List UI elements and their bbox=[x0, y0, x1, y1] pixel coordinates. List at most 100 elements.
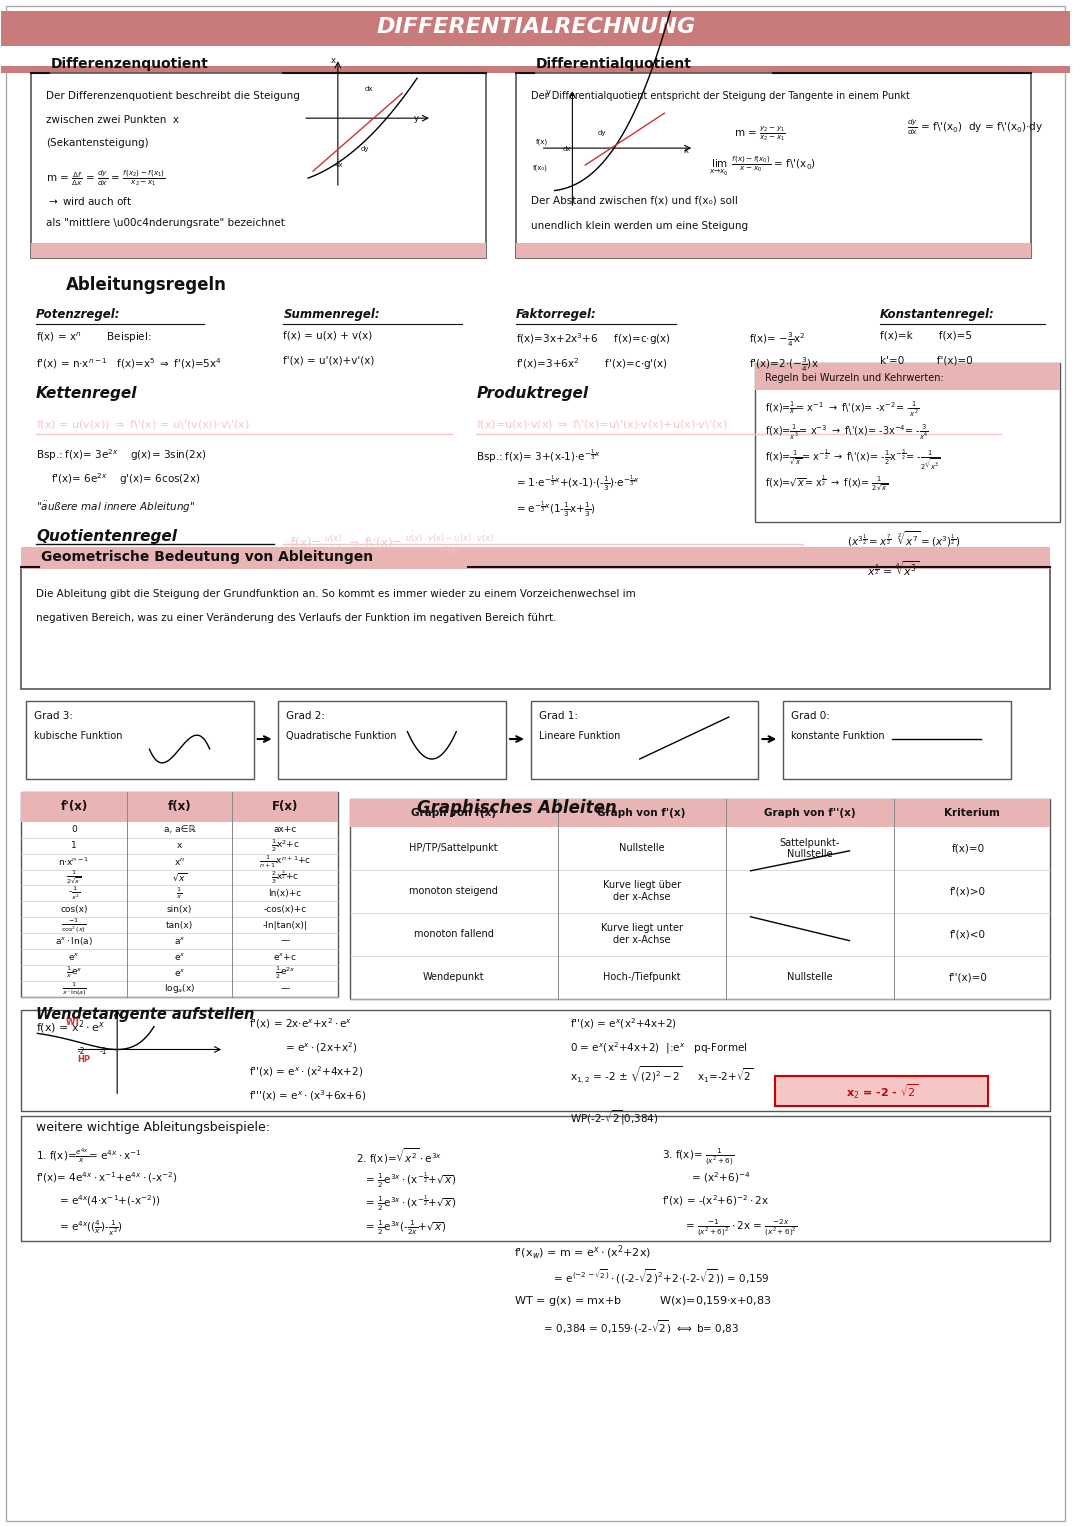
Text: f''(x) = e$^x\cdot$(x$^2$+4x+2): f''(x) = e$^x\cdot$(x$^2$+4x+2) bbox=[248, 1064, 363, 1080]
Text: e$^x$+c: e$^x$+c bbox=[273, 951, 297, 962]
Text: f'(x)= 6e$^{2x}$    g'(x)= 6cos(2x): f'(x)= 6e$^{2x}$ g'(x)= 6cos(2x) bbox=[51, 472, 201, 487]
Text: $(x^{3\frac{1}{2}}=x^{\frac{7}{2}}$  $\sqrt[2]{x^7}=(x^3)^{\frac{1}{2}})$: $(x^{3\frac{1}{2}}=x^{\frac{7}{2}}$ $\sq… bbox=[848, 530, 961, 550]
Text: dy: dy bbox=[361, 147, 369, 153]
Text: -ln|tan(x)|: -ln|tan(x)| bbox=[262, 921, 308, 930]
Text: weitere wichtige Ableitungsbeispiele:: weitere wichtige Ableitungsbeispiele: bbox=[36, 1121, 270, 1135]
Text: $\frac{1}{2}$e$^{2x}$: $\frac{1}{2}$e$^{2x}$ bbox=[274, 965, 295, 980]
FancyBboxPatch shape bbox=[22, 1116, 1051, 1241]
Text: = $\frac{1}{2}$e$^{3x}\cdot$(x$^{-\frac{1}{2}}$+$\sqrt{x}$): = $\frac{1}{2}$e$^{3x}\cdot$(x$^{-\frac{… bbox=[355, 1193, 457, 1212]
Bar bbox=[22, 793, 338, 822]
Text: Sattelpunkt-
Nullstelle: Sattelpunkt- Nullstelle bbox=[780, 837, 840, 860]
Bar bbox=[31, 243, 486, 258]
Text: -$\frac{1}{x^2}$: -$\frac{1}{x^2}$ bbox=[68, 884, 80, 902]
Text: dx: dx bbox=[365, 86, 373, 92]
Text: = $\frac{-1}{(x^2+6)^2}\cdot$2x = $\frac{-2x}{(x^2+6)^2}$: = $\frac{-1}{(x^2+6)^2}\cdot$2x = $\frac… bbox=[662, 1219, 798, 1240]
Text: f''(x)=0: f''(x)=0 bbox=[948, 973, 987, 982]
Text: dy: dy bbox=[598, 130, 607, 136]
Text: Nullstelle: Nullstelle bbox=[787, 973, 833, 982]
Text: $\frac{1}{2\sqrt{x}}$: $\frac{1}{2\sqrt{x}}$ bbox=[66, 869, 82, 886]
FancyBboxPatch shape bbox=[22, 793, 338, 997]
Text: Der Differenzenquotient beschreibt die Steigung: Der Differenzenquotient beschreibt die S… bbox=[46, 92, 300, 101]
Text: -1: -1 bbox=[99, 1048, 107, 1057]
Text: k'=0          f'(x)=0: k'=0 f'(x)=0 bbox=[880, 356, 973, 366]
Text: Wendetangente aufstellen: Wendetangente aufstellen bbox=[36, 1006, 255, 1022]
Text: Bsp.: f(x)= 3e$^{2x}$    g(x)= 3sin(2x): Bsp.: f(x)= 3e$^{2x}$ g(x)= 3sin(2x) bbox=[36, 447, 206, 463]
Text: f(x) = u(x) + v(x): f(x) = u(x) + v(x) bbox=[283, 331, 373, 341]
Text: f'(x)=3+6x$^2$        f'(x)=c$\cdot$g'(x): f'(x)=3+6x$^2$ f'(x)=c$\cdot$g'(x) bbox=[516, 356, 669, 371]
Text: Quadratische Funktion: Quadratische Funktion bbox=[286, 731, 396, 741]
Text: f(x)=$\frac{1}{\sqrt{x}}$= x$^{-\frac{1}{2}}$ $\rightarrow$ f\'(x)= -$\frac{1}{2: f(x)=$\frac{1}{\sqrt{x}}$= x$^{-\frac{1}… bbox=[766, 447, 941, 472]
Text: m = $\frac{y_2-y_1}{x_2-x_1}$: m = $\frac{y_2-y_1}{x_2-x_1}$ bbox=[733, 125, 785, 144]
Text: = e$^{4x}$(($\frac{4}{x}$)-$\frac{1}{x^2}$): = e$^{4x}$(($\frac{4}{x}$)-$\frac{1}{x^2… bbox=[36, 1219, 123, 1238]
Text: f(x): f(x) bbox=[167, 800, 191, 814]
Text: f'(x) = u'(x)+v'(x): f'(x) = u'(x)+v'(x) bbox=[283, 356, 375, 366]
Text: —: — bbox=[281, 983, 289, 993]
Text: Der Differentialquotient entspricht der Steigung der Tangente in einem Punkt: Der Differentialquotient entspricht der … bbox=[530, 92, 909, 101]
Text: f(x)=$\frac{1}{x}$= x$^{-1}$ $\rightarrow$ f\'(x)= -x$^{-2}$= -$\frac{1}{x^2}$: f(x)=$\frac{1}{x}$= x$^{-1}$ $\rightarro… bbox=[766, 400, 920, 418]
Text: Summenregel:: Summenregel: bbox=[283, 308, 380, 321]
Text: f'(x$_w$) = m = e$^x\cdot$(x$^2$+2x): f'(x$_w$) = m = e$^x\cdot$(x$^2$+2x) bbox=[514, 1245, 651, 1263]
Bar bbox=[1, 46, 1070, 66]
Text: f'(x)= 4e$^{4x}\cdot$x$^{-1}$+e$^{4x}\cdot$(-x$^{-2}$): f'(x)= 4e$^{4x}\cdot$x$^{-1}$+e$^{4x}\cd… bbox=[36, 1170, 177, 1185]
Text: $\frac{1}{x}$: $\frac{1}{x}$ bbox=[176, 886, 183, 901]
Bar bbox=[1, 11, 1070, 43]
Text: als "mittlere \u00c4nderungsrate" bezeichnet: als "mittlere \u00c4nderungsrate" bezeic… bbox=[46, 218, 285, 228]
Text: Grad 1:: Grad 1: bbox=[539, 712, 578, 721]
Text: Hoch-/Tiefpunkt: Hoch-/Tiefpunkt bbox=[603, 973, 680, 982]
FancyBboxPatch shape bbox=[516, 73, 1030, 258]
Bar bbox=[755, 363, 1061, 389]
Text: dx: dx bbox=[563, 147, 571, 153]
Text: Grad 2:: Grad 2: bbox=[286, 712, 325, 721]
Text: f(x)=$\frac{1}{x^3}$= x$^{-3}$ $\rightarrow$ f\'(x)= -3x$^{-4}$= -$\frac{3}{x^4}: f(x)=$\frac{1}{x^3}$= x$^{-3}$ $\rightar… bbox=[766, 423, 929, 443]
Text: 1: 1 bbox=[71, 841, 77, 851]
Text: f(x)=3x+2x$^3$+6     f(x)=c$\cdot$g(x): f(x)=3x+2x$^3$+6 f(x)=c$\cdot$g(x) bbox=[516, 331, 671, 347]
Bar bbox=[1, 43, 1070, 73]
Text: f''(x) = e$^x$(x$^2$+4x+2): f''(x) = e$^x$(x$^2$+4x+2) bbox=[570, 1017, 677, 1031]
Text: sin(x): sin(x) bbox=[166, 904, 192, 913]
Text: Wendepunkt: Wendepunkt bbox=[422, 973, 485, 982]
Text: Der Abstand zwischen f(x) und f(x₀) soll: Der Abstand zwischen f(x) und f(x₀) soll bbox=[530, 195, 738, 205]
Text: cos(x): cos(x) bbox=[60, 904, 87, 913]
Text: $\frac{1}{x}$e$^x$: $\frac{1}{x}$e$^x$ bbox=[66, 965, 82, 980]
Text: a$^x\cdot$ln(a): a$^x\cdot$ln(a) bbox=[55, 935, 93, 947]
Text: f(x)=0: f(x)=0 bbox=[951, 843, 985, 854]
Text: 3. f(x)= $\frac{1}{(x^2+6)}$: 3. f(x)= $\frac{1}{(x^2+6)}$ bbox=[662, 1147, 734, 1168]
Text: f(x)=u(x)$\cdot$v(x) $\Rightarrow$ f\'(x)=u\'(x)$\cdot$v(x)+u(x)$\cdot$v\'(x): f(x)=u(x)$\cdot$v(x) $\Rightarrow$ f\'(x… bbox=[476, 417, 728, 431]
Text: Graph von f'(x): Graph von f'(x) bbox=[597, 808, 686, 818]
Text: $\frac{1}{x\cdot\ln(a)}$: $\frac{1}{x\cdot\ln(a)}$ bbox=[62, 980, 86, 997]
Text: —: — bbox=[281, 936, 289, 945]
FancyBboxPatch shape bbox=[31, 73, 486, 258]
Text: 4x: 4x bbox=[335, 162, 343, 168]
Text: Lineare Funktion: Lineare Funktion bbox=[539, 731, 620, 741]
Text: = e$^{-\frac{1}{3}x}$(1-$\frac{1}{3}$x+$\frac{1}{3}$): = e$^{-\frac{1}{3}x}$(1-$\frac{1}{3}$x+$… bbox=[516, 499, 595, 519]
Text: WT: WT bbox=[66, 1017, 81, 1026]
Text: Grad 0:: Grad 0: bbox=[791, 712, 829, 721]
Text: HP/TP/Sattelpunkt: HP/TP/Sattelpunkt bbox=[409, 843, 498, 854]
Text: Die Ableitung gibt die Steigung der Grundfunktion an. So kommt es immer wieder z: Die Ableitung gibt die Steigung der Grun… bbox=[36, 589, 636, 599]
Text: 0 = e$^x$(x$^2$+4x+2)  |:e$^x$   pq-Formel: 0 = e$^x$(x$^2$+4x+2) |:e$^x$ pq-Formel bbox=[570, 1040, 748, 1057]
Text: = $\frac{1}{2}$e$^{3x}$(-$\frac{1}{2x}$+$\sqrt{x}$): = $\frac{1}{2}$e$^{3x}$(-$\frac{1}{2x}$+… bbox=[355, 1219, 446, 1237]
Text: f(x₀): f(x₀) bbox=[532, 163, 548, 171]
Text: Kurve liegt über
der x-Achse: Kurve liegt über der x-Achse bbox=[603, 881, 680, 902]
Text: f'(x) = n$\cdot$x$^{n-1}$   f(x)=x$^5$ $\Rightarrow$ f'(x)=5x$^4$: f'(x) = n$\cdot$x$^{n-1}$ f(x)=x$^5$ $\R… bbox=[36, 356, 222, 371]
Text: x$_2$ = -2 - $\sqrt{2}$: x$_2$ = -2 - $\sqrt{2}$ bbox=[846, 1083, 918, 1101]
Text: f'''(x) = e$^x\cdot$(x$^3$+6x+6): f'''(x) = e$^x\cdot$(x$^3$+6x+6) bbox=[248, 1089, 366, 1102]
Text: kubische Funktion: kubische Funktion bbox=[35, 731, 122, 741]
Text: Quotientenregel: Quotientenregel bbox=[36, 530, 177, 545]
Text: m = $\frac{\Delta f}{\Delta x}$ = $\frac{dy}{dx}$ = $\frac{f(x_2)-f(x_1)}{x_2-x_: m = $\frac{\Delta f}{\Delta x}$ = $\frac… bbox=[46, 168, 165, 188]
FancyBboxPatch shape bbox=[350, 799, 1051, 999]
Text: F(x): F(x) bbox=[272, 800, 298, 814]
Text: $x^{\frac{3}{2}}$ = $\sqrt[4]{x^3}$: $x^{\frac{3}{2}}$ = $\sqrt[4]{x^3}$ bbox=[867, 559, 920, 579]
Text: Potenzregel:: Potenzregel: bbox=[36, 308, 121, 321]
Bar bbox=[22, 547, 1051, 570]
Text: e$^x$: e$^x$ bbox=[174, 967, 186, 979]
Text: f(x)=$\sqrt{x}$= x$^{\frac{1}{2}}$ $\rightarrow$ f(x)= $\frac{1}{2\sqrt{x}}$: f(x)=$\sqrt{x}$= x$^{\frac{1}{2}}$ $\rig… bbox=[766, 473, 889, 493]
Text: HP: HP bbox=[78, 1055, 91, 1064]
FancyBboxPatch shape bbox=[22, 1009, 1051, 1112]
Text: = e$^{4x}$(4$\cdot$x$^{-1}$+(-x$^{-2}$)): = e$^{4x}$(4$\cdot$x$^{-1}$+(-x$^{-2}$)) bbox=[36, 1193, 161, 1208]
Text: 2. f(x)=$\sqrt{x^2}\cdot$e$^{3x}$: 2. f(x)=$\sqrt{x^2}\cdot$e$^{3x}$ bbox=[355, 1147, 442, 1167]
Text: f'(x) = -(x$^2$+6)$^{-2}\cdot$2x: f'(x) = -(x$^2$+6)$^{-2}\cdot$2x bbox=[662, 1193, 770, 1208]
Text: $\sqrt{x}$: $\sqrt{x}$ bbox=[172, 872, 187, 883]
Text: Geometrische Bedeutung von Ableitungen: Geometrische Bedeutung von Ableitungen bbox=[41, 550, 373, 565]
Text: log$_a$(x): log$_a$(x) bbox=[164, 982, 195, 996]
